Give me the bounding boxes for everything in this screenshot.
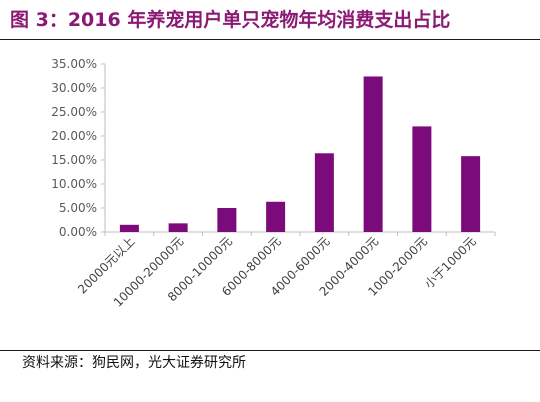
bar — [168, 223, 188, 232]
bar-chart: 0.00% 5.00% 10.00% 15.00% 20.00% 25.00% 30.00%… — [51, 57, 496, 310]
bar — [461, 156, 481, 232]
x-tick-label: 小于1000元 — [422, 234, 479, 291]
y-tick-label: 5.00% — [59, 201, 97, 215]
source-note: 资料来源：狗民网，光大证券研究所 — [22, 355, 246, 371]
bar — [217, 208, 237, 232]
bar — [314, 153, 334, 232]
y-tick-label: 35.00% — [51, 57, 97, 71]
y-tick-label: 15.00% — [51, 153, 97, 167]
y-tick-label: 20.00% — [51, 129, 97, 143]
figure-title: 图 3：2016 年养宠用户单只宠物年均消费支出占比 — [10, 9, 451, 31]
y-tick-label: 10.00% — [51, 177, 97, 191]
bar — [266, 201, 286, 232]
title-divider — [0, 39, 540, 40]
y-tick-label: 0.00% — [59, 225, 97, 239]
bar — [119, 224, 139, 232]
y-tick-label: 25.00% — [51, 105, 97, 119]
y-tick-label: 30.00% — [51, 81, 97, 95]
bar — [412, 126, 432, 232]
bar — [363, 76, 383, 232]
source-divider — [0, 350, 540, 351]
